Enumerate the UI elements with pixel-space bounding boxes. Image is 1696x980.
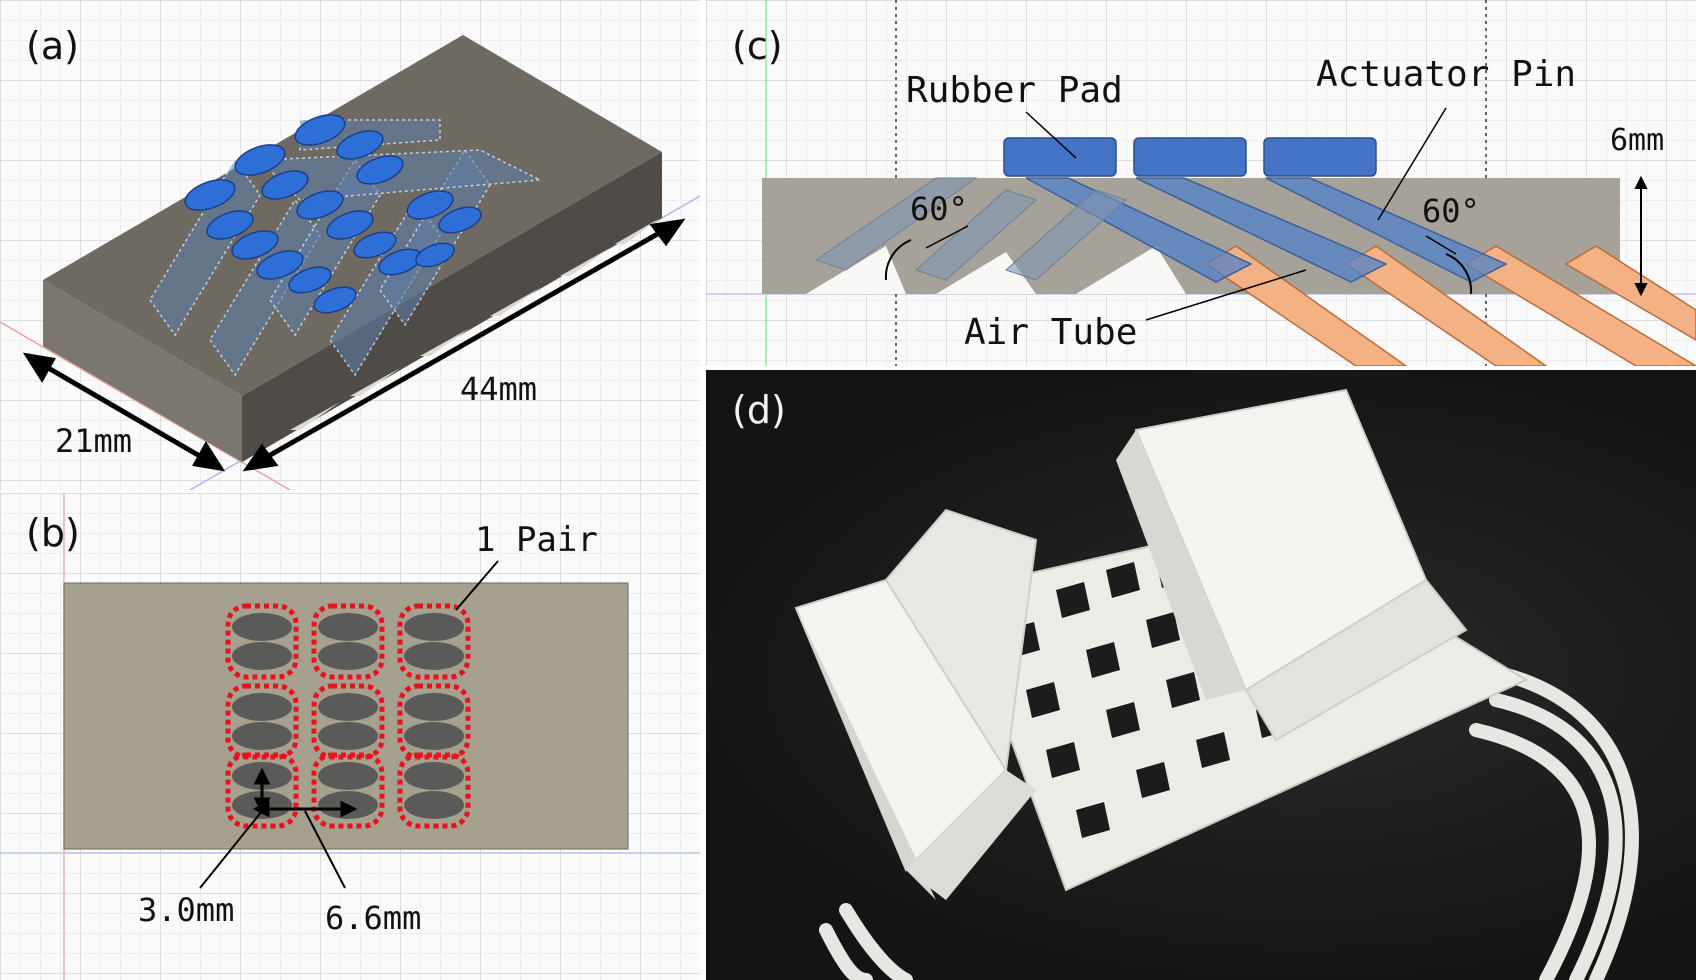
pitch-small-label: 3.0mm — [138, 891, 234, 929]
pin-openings — [184, 114, 482, 314]
tube-cutouts — [290, 218, 660, 430]
height-label: 6mm — [1610, 123, 1664, 158]
panel-d: (d) — [706, 370, 1696, 980]
rubber-pad-label: Rubber Pad — [906, 70, 1123, 111]
panel-b-drawing: 1 Pair 3.0mm 6.6mm — [0, 493, 700, 980]
inactive-channels — [814, 177, 1127, 281]
dim-width-label: 21mm — [55, 422, 132, 460]
leader-lines — [925, 107, 1457, 321]
panel-label-c: (c) — [732, 24, 783, 68]
device-photo — [794, 388, 1639, 980]
actuator-pin-label: Actuator Pin — [1316, 54, 1576, 95]
panel-label-a: (a) — [26, 24, 79, 68]
rubber-pads — [1003, 137, 1377, 177]
block-side-face — [242, 152, 662, 462]
dim-length-label: 44mm — [460, 370, 537, 408]
pin-channels — [149, 119, 543, 377]
panel-c-drawing: Rubber Pad Actuator Pin Air Tube 60° 60°… — [706, 0, 1696, 366]
right-clip — [1116, 388, 1468, 742]
opening-grid — [225, 603, 471, 829]
pitch-large-label: 6.6mm — [325, 899, 421, 937]
panel-b: 1 Pair 3.0mm 6.6mm (b) — [0, 493, 700, 980]
base-cutouts — [806, 246, 1186, 294]
height-arrow — [1634, 175, 1648, 297]
angle-left-label: 60° — [910, 190, 968, 228]
dimension-arrows — [22, 218, 686, 472]
block-front-face — [43, 280, 242, 462]
pair-label: 1 Pair — [475, 520, 598, 560]
panel-a: 21mm 44mm (a) — [0, 0, 700, 490]
air-tubes — [1204, 245, 1696, 366]
panel-label-d: (d) — [732, 388, 786, 432]
panel-label-b: (b) — [26, 511, 80, 555]
pair-outlines — [225, 603, 471, 829]
panel-a-drawing: 21mm 44mm — [0, 35, 700, 490]
left-clip — [794, 508, 1038, 900]
panel-c: Rubber Pad Actuator Pin Air Tube 60° 60°… — [706, 0, 1696, 366]
angle-right-label: 60° — [1422, 192, 1480, 230]
air-tube-label: Air Tube — [964, 312, 1137, 353]
pitch-arrows — [199, 560, 499, 889]
